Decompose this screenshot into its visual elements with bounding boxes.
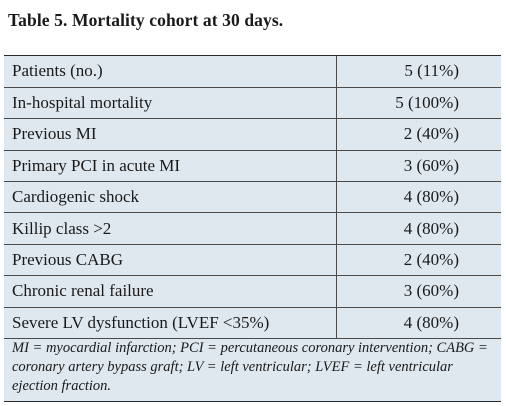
row-value: 3 (60%) (335, 149, 501, 183)
table-row: Previous MI 2 (40%) (4, 118, 501, 151)
table-row: Killip class >2 4 (80%) (4, 212, 501, 245)
row-value: 3 (60%) (335, 275, 501, 308)
table-row: Previous CABG 2 (40%) (4, 243, 501, 277)
row-value: 5 (100%) (335, 86, 501, 120)
table-row: Cardiogenic shock 4 (80%) (4, 181, 501, 214)
row-value: 4 (80%) (335, 212, 501, 245)
row-label: Severe LV dysfunction (LVEF <35%) (4, 306, 337, 340)
table-caption: Table 5. Mortality cohort at 30 days. (8, 10, 284, 30)
table-row: Severe LV dysfunction (LVEF <35%) 4 (80%… (4, 306, 501, 340)
row-label: In-hospital mortality (4, 86, 337, 120)
row-label: Patients (no.) (4, 56, 337, 88)
row-value: 4 (80%) (335, 306, 501, 340)
row-label: Previous CABG (4, 243, 337, 277)
mortality-table-grid: Patients (no.) 5 (11%) In-hospital morta… (4, 56, 501, 340)
row-value: 2 (40%) (335, 243, 501, 277)
row-label: Primary PCI in acute MI (4, 149, 337, 183)
row-label: Cardiogenic shock (4, 181, 337, 214)
mortality-table: Patients (no.) 5 (11%) In-hospital morta… (4, 55, 501, 402)
table-row: Primary PCI in acute MI 3 (60%) (4, 149, 501, 183)
table-row: Patients (no.) 5 (11%) (4, 56, 501, 88)
row-label: Killip class >2 (4, 212, 337, 245)
row-label: Previous MI (4, 118, 337, 151)
row-label: Chronic renal failure (4, 275, 337, 308)
row-value: 5 (11%) (335, 56, 501, 88)
row-value: 2 (40%) (335, 118, 501, 151)
table-footnote: MI = myocardial infarction; PCI = percut… (12, 340, 488, 394)
table-row: In-hospital mortality 5 (100%) (4, 86, 501, 120)
row-value: 4 (80%) (335, 181, 501, 214)
table-row: Chronic renal failure 3 (60%) (4, 275, 501, 308)
